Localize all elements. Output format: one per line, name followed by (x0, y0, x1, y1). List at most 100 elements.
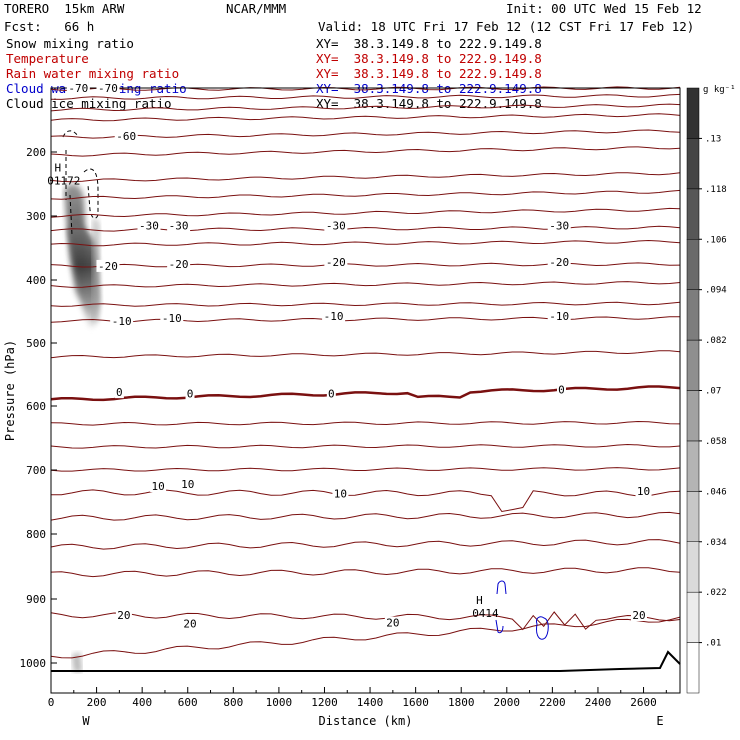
isotherm-m25 (50, 239, 681, 247)
forecast-hour: Fcst: 66 h (4, 19, 95, 34)
y-tick-label-4: 600 (26, 400, 46, 413)
isotherm-m5 (50, 350, 681, 359)
x-tick-label-1: 200 (87, 696, 107, 709)
terrain-line (51, 650, 681, 672)
field-xy-1: XY= 38.3.149.8 to 222.9.149.8 (316, 51, 542, 66)
isotherm-m55 (50, 129, 681, 139)
isotherm-m70a (50, 86, 681, 92)
colorbar-label-8: .106 (705, 235, 727, 245)
temp-contour-label-1: -70 (98, 82, 118, 95)
y-tick-label-7: 900 (26, 593, 46, 606)
isotherm-m60 (50, 113, 681, 122)
colorbar-label-0: .01 (705, 639, 721, 649)
colorbar-segment-1 (686, 591, 700, 643)
temp-label-bg (96, 259, 120, 272)
x-tick-label-6: 1200 (311, 696, 338, 709)
isotherm-m45 (50, 172, 681, 183)
isotherm-m10 (50, 316, 680, 323)
colorbar-label-4: .058 (705, 437, 727, 447)
colorbar-label-6: .082 (705, 336, 727, 346)
x-tick-label-9: 1800 (448, 696, 475, 709)
colorbar-label-1: .022 (705, 588, 727, 598)
temp-label-bg (630, 609, 647, 621)
isotherm-p10 (51, 489, 681, 513)
temp-label-bg (326, 387, 336, 400)
x-tick-label-13: 2600 (630, 696, 657, 709)
x-tick-label-0: 0 (48, 696, 55, 709)
colorbar-segment-5 (686, 390, 700, 442)
temp-contour-label-9: -20 (326, 256, 346, 269)
temp-label-bg (182, 617, 199, 630)
temp-contour-label-8: -20 (169, 258, 189, 271)
cloud-water-contour-1 (496, 580, 507, 595)
colorbar-label-3: .046 (705, 487, 727, 497)
colorbar-label-10: .13 (705, 134, 721, 144)
temp-contour-label-6: -30 (549, 220, 569, 233)
extremum-letter-1: H (476, 594, 483, 607)
valid-time: Valid: 18 UTC Fri 17 Feb 12 (12 CST Fri … (318, 19, 695, 34)
colorbar-segment-10 (686, 138, 700, 190)
isotherm-p3 (50, 420, 681, 426)
temp-contour-label-2: -60 (116, 130, 136, 143)
temp-label-bg (185, 387, 195, 400)
y-tick-label-1: 300 (26, 210, 46, 223)
temp-label-bg (179, 478, 196, 491)
field-xy-0: XY= 38.3.149.8 to 222.9.149.8 (316, 36, 542, 51)
x-tick-label-8: 1600 (402, 696, 429, 709)
x-axis-title: Distance (km) (319, 714, 413, 728)
temp-contour-label-5: -30 (326, 220, 346, 233)
isotherm-m70b (50, 93, 681, 100)
isotherm-m65 (50, 103, 681, 112)
rain-shading (72, 652, 82, 672)
extremum-letter-0: H (55, 162, 62, 175)
isotherm-m20 (50, 262, 681, 268)
org-name: NCAR/MMM (226, 1, 287, 16)
field-name-1: Temperature (6, 51, 89, 66)
colorbar-segment-8 (686, 239, 700, 290)
temp-label-bg (160, 311, 184, 324)
field-name-4: Cloud ice mixing ratio (6, 96, 172, 111)
isotherm-m12 (50, 301, 681, 307)
temp-contour-label-20: 10 (181, 478, 194, 491)
temp-contour-label-18: 0 (558, 384, 565, 397)
x-tick-label-10: 2000 (494, 696, 521, 709)
colorbar-label-2: .034 (705, 538, 727, 548)
temp-label-bg (115, 609, 132, 621)
isotherm-m35 (50, 207, 681, 218)
isotherm-z0 (50, 385, 681, 402)
isotherm-p6 (50, 443, 681, 449)
isotherm-m15 (50, 281, 681, 288)
temp-contour-label-11: -10 (112, 315, 132, 328)
temp-label-bg (167, 258, 191, 270)
temp-contour-label-13: -10 (324, 310, 344, 323)
temp-label-bg (635, 485, 652, 498)
temp-label-bg (547, 256, 571, 269)
x-tick-label-4: 800 (223, 696, 243, 709)
colorbar-segment-0 (686, 642, 700, 694)
temp-contour-label-16: 0 (187, 387, 194, 400)
temp-label-bg (547, 219, 571, 232)
y-tick-label-5: 700 (26, 464, 46, 477)
colorbar-label-9: .118 (705, 185, 727, 195)
temp-contour-label-23: 20 (117, 609, 130, 622)
temp-label-bg (66, 82, 90, 94)
temp-label-bg (322, 309, 346, 322)
field-name-2: Rain water mixing ratio (6, 66, 180, 81)
temp-contour-label-21: 10 (334, 488, 347, 501)
colorbar-segment-9 (686, 188, 700, 240)
field-name-0: Snow mixing ratio (6, 36, 134, 51)
y-tick-label-6: 800 (26, 528, 46, 541)
temp-label-bg (114, 130, 138, 142)
temp-contour-label-15: 0 (116, 386, 123, 399)
x-tick-label-7: 1400 (357, 696, 384, 709)
plot-frame (50, 87, 681, 694)
temp-contour-label-17: 0 (328, 387, 335, 400)
x-tick-label-12: 2400 (585, 696, 612, 709)
temp-label-bg (324, 219, 348, 232)
colorbar-segment-3 (686, 491, 700, 543)
temp-label-bg (150, 480, 167, 492)
colorbar-unit: g kg⁻¹ (703, 85, 736, 95)
isotherm-p16 (50, 539, 681, 550)
temp-contour-label-0: -70 (68, 82, 88, 95)
